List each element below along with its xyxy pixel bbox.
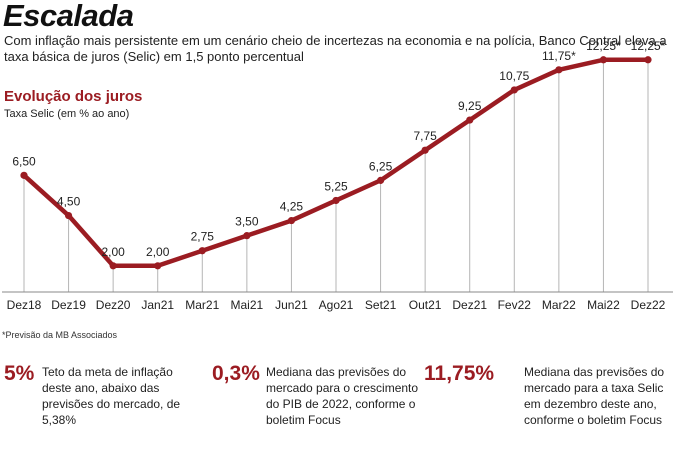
data-label: 2,00	[146, 245, 170, 259]
x-tick-label: Set21	[365, 298, 397, 312]
data-point	[287, 216, 296, 225]
stat-description: Teto da meta de inflação deste ano, abai…	[42, 365, 181, 427]
x-tick-label: Jun21	[275, 298, 308, 312]
data-point	[555, 66, 563, 74]
stat-description: Mediana das previsões do mercado para o …	[266, 365, 419, 427]
data-label: 10,75	[499, 69, 529, 83]
data-point	[243, 232, 251, 240]
data-point	[644, 56, 652, 64]
chart-y-label: Taxa Selic (em % ao ano)	[4, 108, 130, 120]
data-point	[64, 211, 73, 220]
data-label: 7,75	[413, 129, 437, 143]
stat-description: Mediana das previsões do mercado para a …	[524, 365, 665, 427]
data-point	[466, 116, 474, 124]
x-tick-label: Jan21	[141, 298, 174, 312]
data-point	[198, 247, 206, 255]
x-tick-label: Mai21	[231, 298, 264, 312]
data-label: 12,25*	[586, 39, 621, 53]
stat-value: 5%	[4, 362, 35, 385]
data-label: 9,25	[458, 99, 482, 113]
x-tick-label: Fev22	[498, 298, 532, 312]
x-tick-label: Ago21	[319, 298, 354, 312]
data-label: 5,25	[324, 179, 348, 193]
x-tick-label: Mar22	[542, 298, 576, 312]
data-point	[599, 56, 608, 64]
x-tick-label: Out21	[409, 298, 442, 312]
data-label: 2,00	[101, 245, 125, 259]
data-point	[376, 176, 385, 184]
stat-value: 0,3%	[212, 362, 260, 385]
data-label: 11,75*	[542, 49, 576, 63]
data-label: 3,50	[235, 215, 259, 229]
data-label: 12,25*	[631, 39, 666, 53]
data-point	[510, 86, 518, 94]
data-point	[109, 262, 117, 270]
data-point	[20, 171, 28, 179]
data-point	[421, 146, 429, 154]
x-tick-label: Mar21	[185, 298, 219, 312]
footnote: *Previsão da MB Associados	[2, 330, 118, 340]
data-label: 6,25	[369, 159, 393, 173]
x-tick-label: Dez22	[631, 298, 666, 312]
stat-value: 11,75%	[424, 362, 495, 385]
data-label: 6,50	[12, 154, 36, 168]
headline: Escalada	[3, 0, 134, 33]
x-tick-label: Mai22	[587, 298, 620, 312]
data-label: 4,50	[57, 195, 81, 209]
x-tick-label: Dez18	[7, 298, 42, 312]
data-point	[332, 196, 340, 205]
data-point	[154, 262, 162, 270]
x-tick-label: Dez20	[96, 298, 131, 312]
chart-title: Evolução dos juros	[4, 88, 143, 105]
data-label: 4,25	[280, 200, 304, 214]
data-label: 2,75	[191, 230, 215, 244]
x-tick-label: Dez19	[51, 298, 86, 312]
x-tick-label: Dez21	[452, 298, 487, 312]
line-chart: 6,50 4,50 2,00 2,00 2,75 3,50 4,25 5,25 6,25 7,75…	[2, 39, 673, 312]
subtitle: Com inflação mais persistente em um cená…	[4, 33, 667, 64]
